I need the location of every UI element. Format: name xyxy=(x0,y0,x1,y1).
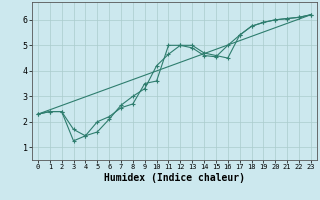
X-axis label: Humidex (Indice chaleur): Humidex (Indice chaleur) xyxy=(104,173,245,183)
